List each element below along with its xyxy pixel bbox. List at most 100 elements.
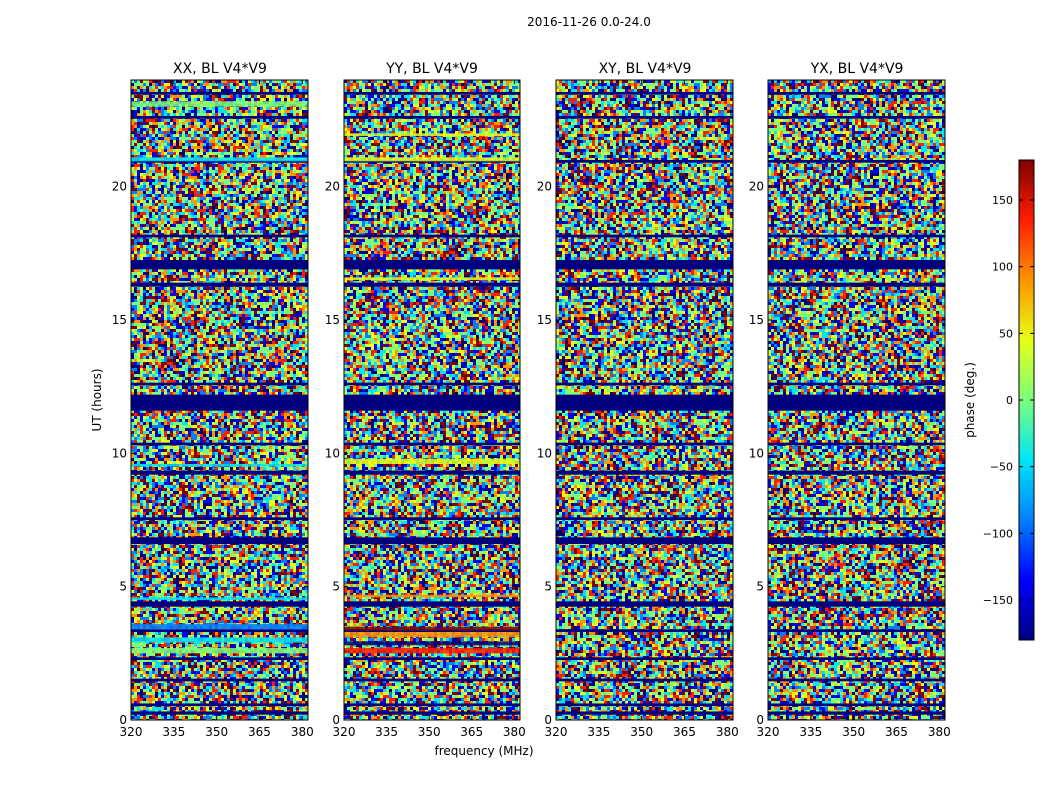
y-tick-label: 10	[537, 446, 552, 460]
flagged-row	[768, 517, 945, 520]
band-row	[131, 648, 308, 654]
flagged-row	[344, 160, 520, 163]
flagged-row	[131, 470, 308, 475]
flagged-row	[344, 382, 520, 386]
flagged-row	[344, 517, 520, 520]
flagged-row	[344, 657, 520, 660]
x-tick-label: 365	[460, 725, 483, 739]
x-tick-label: 380	[716, 725, 739, 739]
flagged-row	[556, 470, 733, 475]
flagged-row	[768, 442, 945, 446]
plot-frame-yy	[343, 79, 521, 721]
flagged-row	[131, 678, 308, 682]
flagged-row	[344, 537, 520, 544]
flagged-row	[768, 678, 945, 682]
colorbar-label: phase (deg.)	[963, 362, 977, 438]
x-tick-label: 335	[587, 725, 610, 739]
heatmap-cells	[131, 80, 308, 720]
y-tick-label: 0	[332, 713, 340, 727]
y-tick-label: 20	[537, 180, 552, 194]
colorbar-tick-label: −50	[990, 461, 1013, 474]
flagged-row	[556, 260, 733, 270]
x-tick-label: 365	[673, 725, 696, 739]
y-tick-label: 20	[749, 180, 764, 194]
plot-frame-xy	[555, 79, 734, 721]
colorbar-tick-label: −150	[983, 594, 1013, 607]
flagged-row	[556, 442, 733, 446]
x-ticks-yy: 320 335 350 365 380	[333, 80, 526, 739]
flagged-row	[768, 394, 945, 411]
y-ticks-yy: 0 5 10 15 20	[325, 180, 520, 727]
y-axis-label: UT (hours)	[90, 368, 104, 431]
flagged-row	[768, 234, 945, 238]
flagged-row	[131, 517, 308, 520]
y-tick-label: 5	[544, 580, 552, 594]
flagged-row	[344, 703, 520, 707]
flagged-row	[131, 537, 308, 544]
y-ticks-yx: 0 5 10 15 20	[749, 180, 945, 727]
flagged-row	[556, 234, 733, 238]
heatmap-cells	[768, 80, 945, 720]
flagged-row	[556, 711, 733, 715]
heatmap-cells	[131, 80, 308, 720]
flagged-row	[768, 537, 945, 544]
flagged-row	[344, 711, 520, 715]
colorbar-tick-label: 100	[992, 261, 1013, 274]
band-row	[131, 464, 308, 467]
flagged-row	[768, 116, 945, 119]
x-axis-label: frequency (MHz)	[434, 744, 533, 758]
flagged-row	[131, 234, 308, 238]
heatmap-cells	[556, 80, 733, 720]
x-tick-label: 335	[162, 725, 185, 739]
flagged-row	[768, 92, 945, 95]
flagged-row	[556, 92, 733, 95]
flagged-row	[344, 234, 520, 238]
heatmap-cells	[131, 80, 308, 720]
band-row	[344, 648, 520, 654]
flagged-row	[768, 703, 945, 707]
y-ticks-xx: 0 5 10 15 20	[112, 180, 308, 727]
flagged-row	[556, 703, 733, 707]
heatmap-xy	[556, 80, 733, 720]
x-tick-label: 380	[291, 725, 314, 739]
flagged-row	[131, 116, 308, 119]
x-tick-label: 320	[120, 725, 143, 739]
plot-frame-yx	[767, 79, 946, 721]
flagged-row	[556, 657, 733, 660]
heatmap-cells	[556, 80, 733, 720]
heatmap-cells	[768, 80, 945, 720]
band-row	[344, 626, 520, 631]
y-ticks-xy: 0 5 10 15 20	[537, 180, 733, 727]
band-row	[344, 458, 520, 464]
band-row	[344, 133, 520, 136]
y-tick-label: 5	[332, 580, 340, 594]
x-tick-label: 320	[333, 725, 356, 739]
panel-title-xx: XX, BL V4*V9	[173, 61, 267, 77]
panel-xx: XX, BL V4*V9 320 335 350 365 380 0 5 10 15 20	[112, 61, 314, 739]
y-tick-label: 0	[544, 713, 552, 727]
heatmap-cells	[344, 80, 520, 720]
flagged-row	[344, 92, 520, 95]
x-tick-label: 365	[248, 725, 271, 739]
heatmap-cells	[556, 80, 733, 720]
panel-yx: YX, BL V4*V9 320 335 350 365 380 0 5 10 15 20	[749, 61, 951, 739]
flagged-row	[131, 394, 308, 411]
x-tick-label: 380	[503, 725, 526, 739]
flagged-row	[768, 629, 945, 632]
flagged-row	[556, 116, 733, 119]
y-tick-label: 15	[537, 313, 552, 327]
flagged-row	[131, 601, 308, 607]
flagged-row	[556, 629, 733, 632]
colorbar-tick-label: 0	[1006, 394, 1013, 407]
colorbar-tick-label: 150	[992, 194, 1013, 207]
flagged-row	[344, 116, 520, 119]
heatmap-cells	[768, 80, 945, 720]
band-row	[344, 632, 520, 638]
band-row	[131, 637, 308, 643]
flagged-row	[768, 160, 945, 163]
x-ticks-xx: 320 335 350 365 380	[120, 80, 314, 739]
heatmap-cells	[556, 80, 733, 720]
flagged-row	[131, 260, 308, 270]
flagged-row	[344, 282, 520, 287]
